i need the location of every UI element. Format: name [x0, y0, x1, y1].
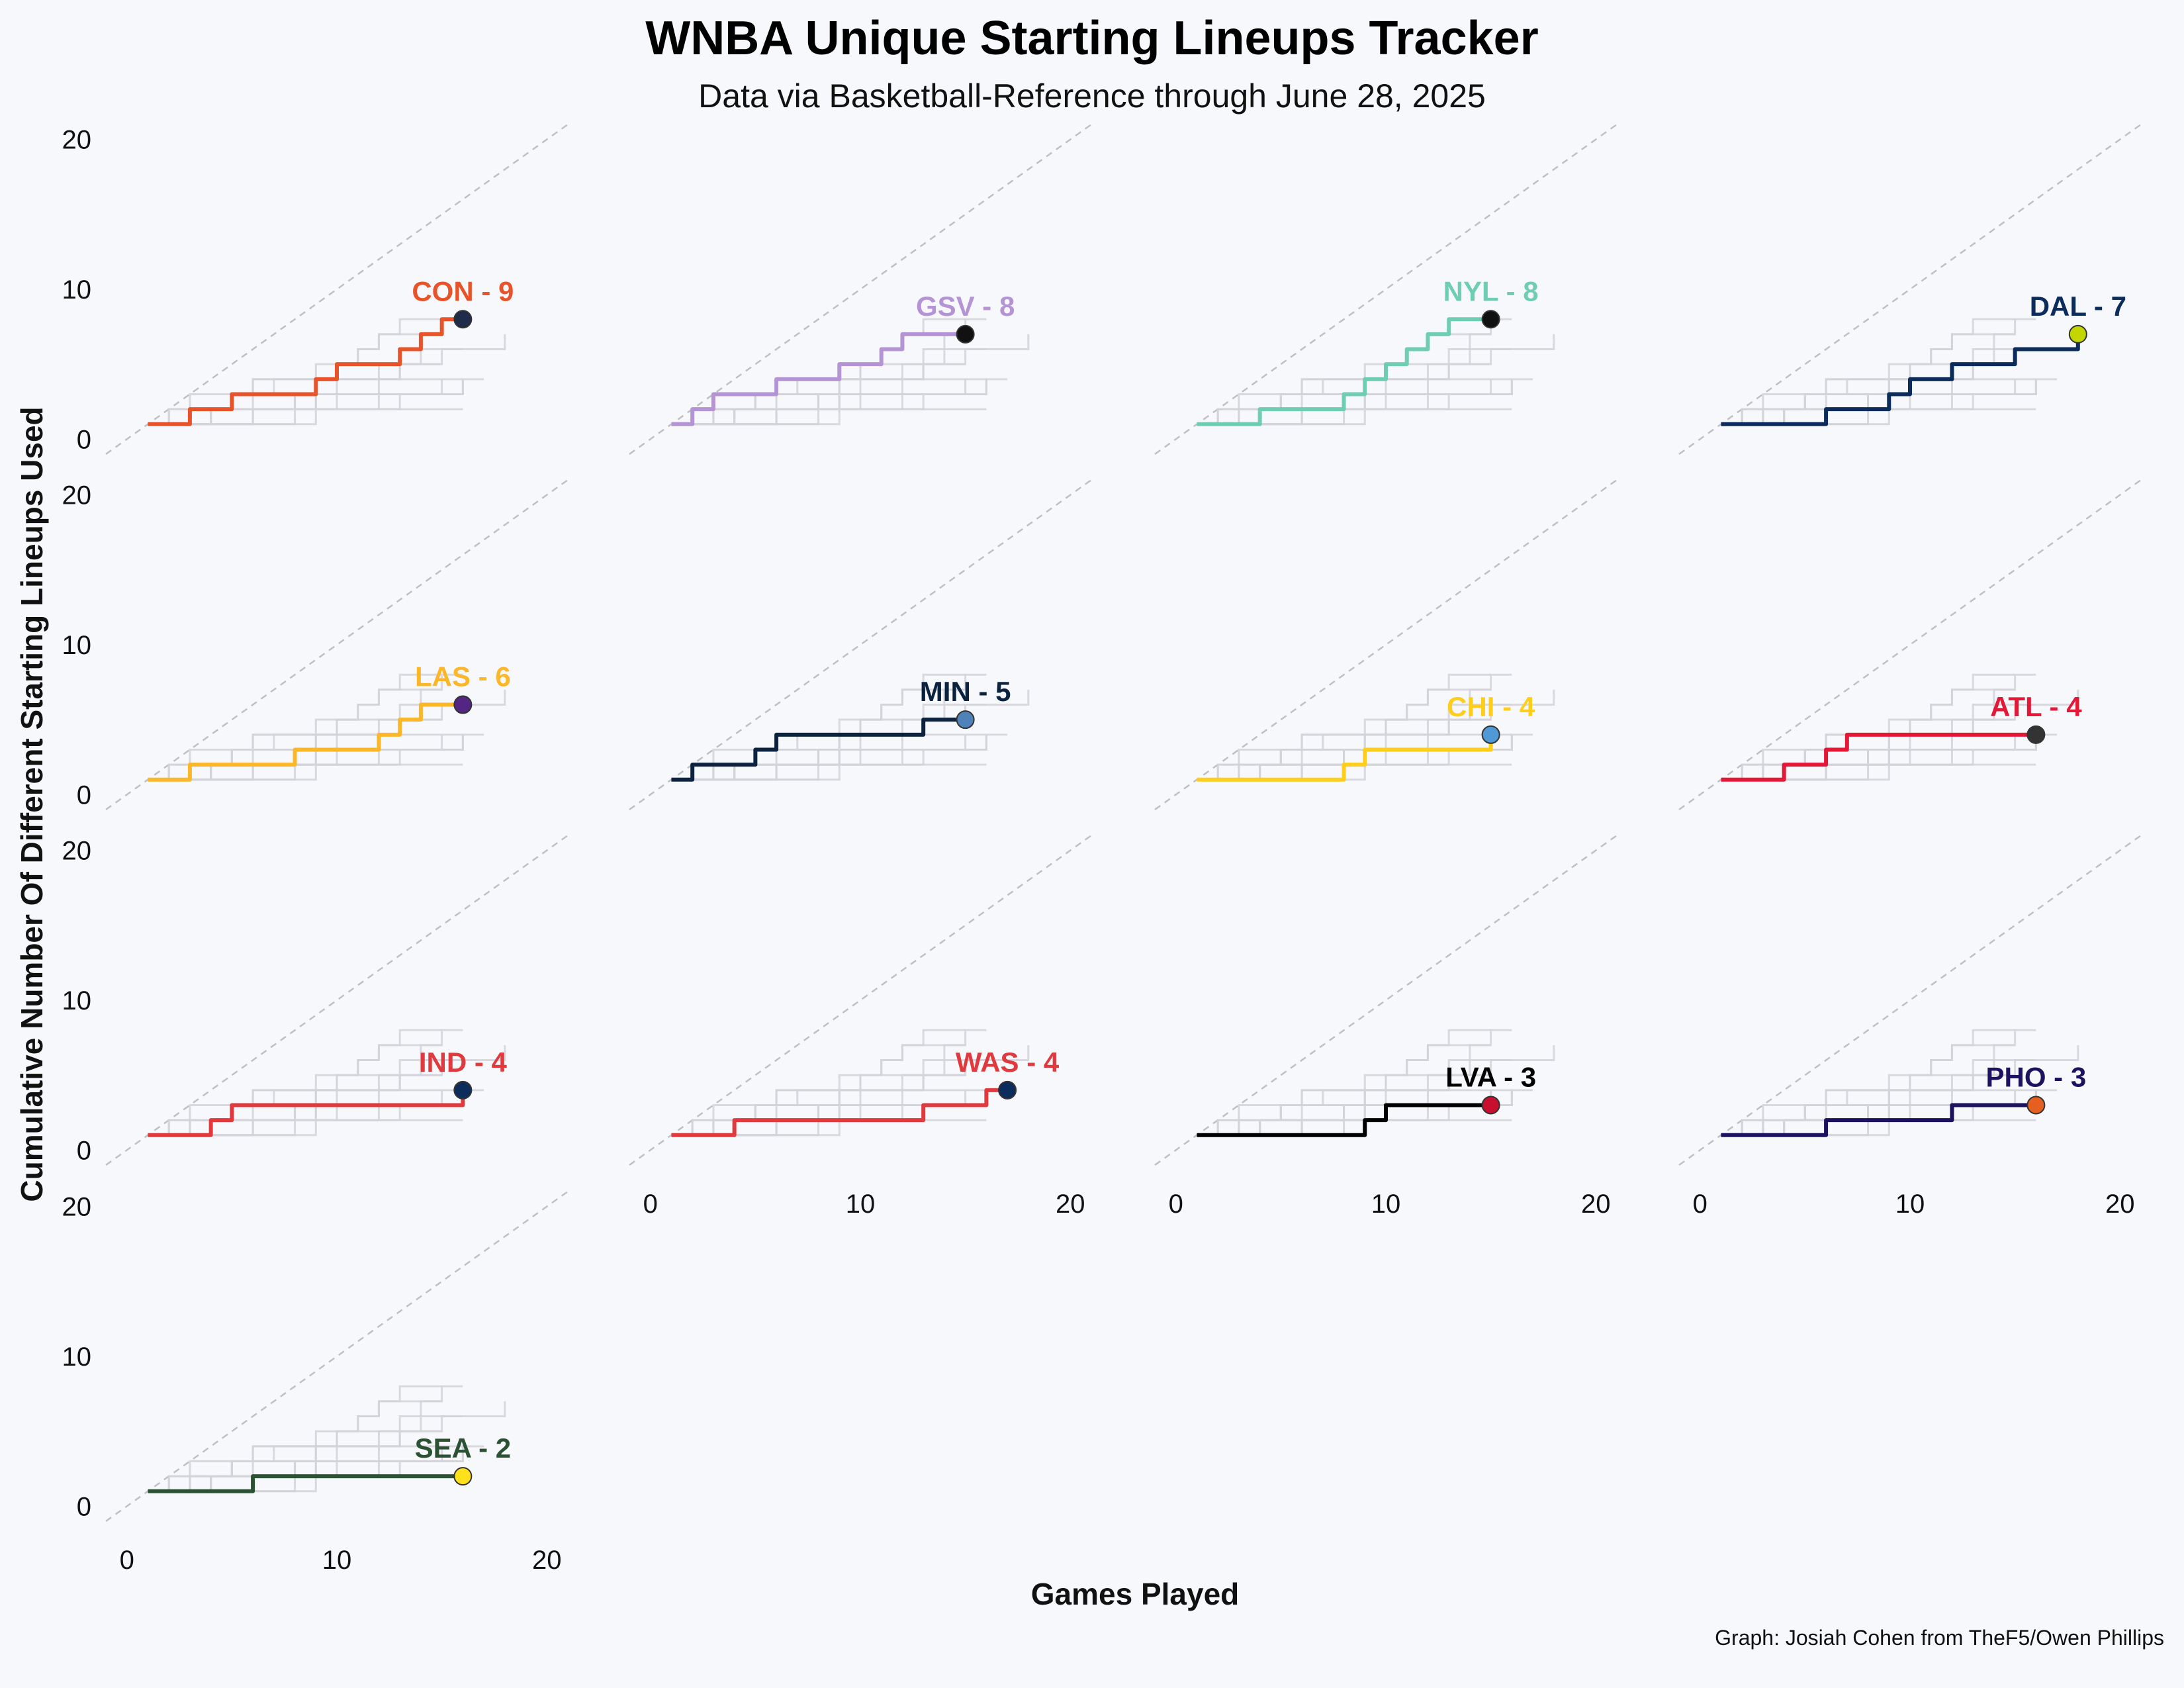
team-label-chi: CHI - 4	[1447, 691, 1535, 722]
team-line-sea	[148, 1474, 463, 1493]
x-tick-label: 10	[1371, 1190, 1401, 1219]
team-line-las	[148, 702, 463, 782]
end-point-dal	[2068, 324, 2087, 344]
y-tick-label: 0	[77, 780, 91, 810]
end-point-lva	[1481, 1096, 1500, 1115]
facet-panels: CON - 9 0 10 20 GSV - 8 NYL - 8 DAL - 7 LAS - 6…	[62, 123, 2142, 1575]
team-label-min: MIN - 5	[920, 676, 1011, 707]
team-label-lva: LVA - 3	[1445, 1061, 1536, 1092]
x-tick-label: 10	[1895, 1190, 1925, 1219]
team-line-dal	[1721, 334, 2080, 426]
y-tick-label: 0	[77, 1492, 91, 1521]
team-line-lva	[1197, 1103, 1491, 1137]
y-tick-label: 0	[77, 1136, 91, 1165]
y-axis-title: Cumulative Number Of Different Starting …	[15, 406, 49, 1201]
panel-ind: IND - 4 0 10 20	[62, 834, 569, 1166]
panel-gsv: GSV - 8	[629, 123, 1092, 455]
panel-dal: DAL - 7	[1678, 123, 2142, 455]
panel-atl: ATL - 4	[1678, 479, 2142, 811]
x-tick-label: 20	[2105, 1190, 2135, 1219]
y-tick-label: 20	[62, 837, 92, 866]
x-tick-label: 0	[1169, 1190, 1183, 1219]
x-tick-label: 20	[532, 1546, 562, 1575]
y-tick-label: 10	[62, 1342, 92, 1372]
team-line-atl	[1721, 732, 2036, 782]
panel-lva: LVA - 3 0 10 20	[1154, 834, 1617, 1219]
team-label-nyl: NYL - 8	[1443, 275, 1539, 306]
x-axis-title: Games Played	[1031, 1577, 1240, 1611]
team-line-was	[671, 1088, 1008, 1137]
team-label-con: CON - 9	[412, 275, 514, 306]
background-line-sea	[148, 408, 463, 426]
team-label-las: LAS - 6	[415, 661, 511, 692]
y-tick-label: 20	[62, 481, 92, 510]
end-point-sea	[453, 1467, 473, 1486]
chart-title: WNBA Unique Starting Lineups Tracker	[645, 12, 1539, 65]
x-tick-label: 0	[643, 1190, 658, 1219]
team-line-ind	[148, 1090, 465, 1137]
panel-sea: SEA - 2 0 10 20 0 10 20	[62, 1190, 569, 1575]
end-point-chi	[1481, 725, 1500, 744]
end-point-pho	[2026, 1096, 2046, 1115]
x-tick-label: 20	[1056, 1190, 1085, 1219]
chart-subtitle: Data via Basketball-Reference through Ju…	[698, 77, 1486, 115]
panel-was: WAS - 4 0 10 20	[629, 834, 1092, 1219]
panel-chi: CHI - 4	[1154, 479, 1617, 811]
team-line-nyl	[1197, 317, 1491, 426]
end-point-nyl	[1481, 310, 1500, 329]
background-line-sea	[671, 408, 987, 426]
y-tick-label: 20	[62, 1193, 92, 1222]
team-label-ind: IND - 4	[419, 1047, 508, 1078]
end-point-gsv	[956, 324, 975, 344]
x-tick-label: 20	[1581, 1190, 1611, 1219]
team-line-chi	[1197, 734, 1493, 782]
end-point-las	[453, 695, 473, 714]
team-label-gsv: GSV - 8	[916, 291, 1015, 322]
team-label-pho: PHO - 3	[1986, 1061, 2087, 1092]
team-line-pho	[1721, 1103, 2036, 1137]
end-point-ind	[453, 1080, 473, 1100]
x-tick-label: 0	[120, 1546, 134, 1575]
end-point-con	[453, 310, 473, 329]
panel-las: LAS - 6 0 10 20	[62, 479, 569, 811]
panel-min: MIN - 5	[629, 479, 1092, 811]
panel-nyl: NYL - 8	[1154, 123, 1617, 455]
y-tick-label: 0	[77, 425, 91, 454]
x-tick-label: 0	[1693, 1190, 1707, 1219]
panel-pho: PHO - 3 0 10 20	[1678, 834, 2142, 1219]
team-label-atl: ATL - 4	[1990, 691, 2082, 722]
team-label-was: WAS - 4	[956, 1047, 1060, 1078]
y-tick-label: 10	[62, 986, 92, 1015]
team-line-min	[671, 718, 966, 782]
end-point-atl	[2026, 725, 2046, 744]
end-point-was	[998, 1080, 1017, 1100]
end-point-min	[956, 710, 975, 729]
y-tick-label: 10	[62, 631, 92, 660]
team-label-sea: SEA - 2	[415, 1432, 511, 1464]
team-label-dal: DAL - 7	[2030, 291, 2126, 322]
x-tick-label: 10	[322, 1546, 352, 1575]
y-tick-label: 20	[62, 126, 92, 155]
y-tick-label: 10	[62, 275, 92, 305]
chart-caption: Graph: Josiah Cohen from TheF5/Owen Phil…	[1715, 1626, 2164, 1650]
panel-con: CON - 9 0 10 20	[62, 123, 569, 455]
team-line-con	[148, 317, 463, 426]
team-line-gsv	[671, 332, 966, 426]
x-tick-label: 10	[846, 1190, 876, 1219]
background-line-sea	[671, 763, 987, 781]
